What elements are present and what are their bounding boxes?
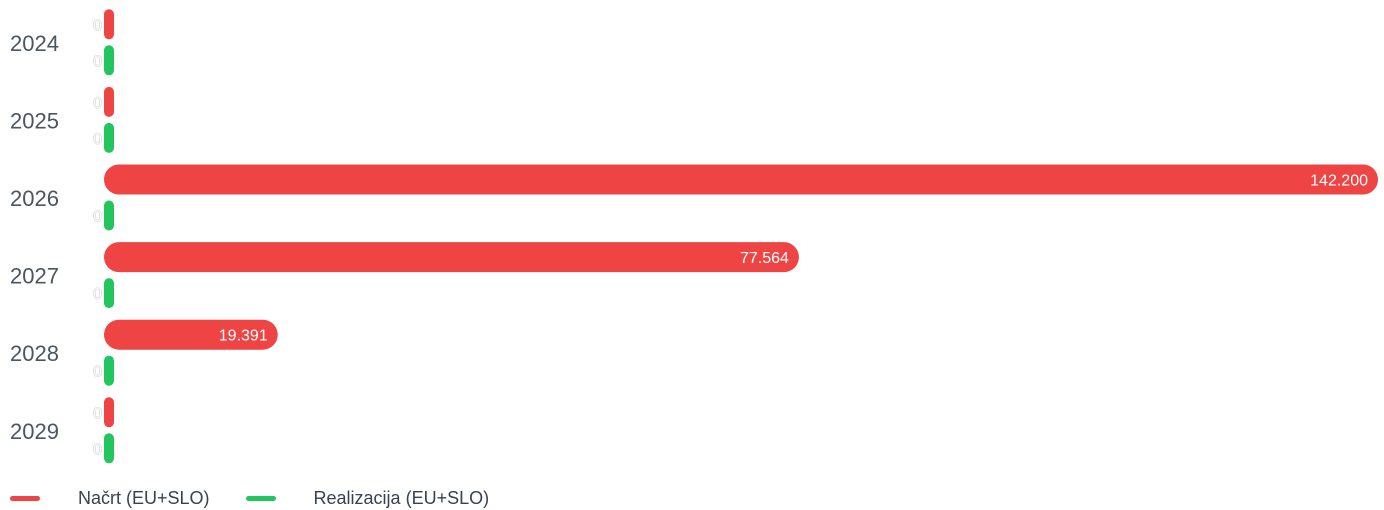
legend-item-nacrt[interactable]: Načrt (EU+SLO)	[10, 488, 210, 509]
y-tick-label-2027: 2027	[10, 264, 59, 289]
bar-nacrt-2024[interactable]	[104, 9, 114, 40]
bar-realizacija-2024[interactable]	[104, 45, 114, 76]
y-tick-label-2025: 2025	[10, 108, 59, 133]
data-label-nacrt-2024: 0	[93, 17, 102, 34]
bar-realizacija-2026[interactable]	[104, 200, 114, 231]
bar-nacrt-2025[interactable]	[104, 86, 114, 117]
legend-item-realizacija[interactable]: Realizacija (EU+SLO)	[245, 487, 490, 509]
legend-swatch-realizacija	[245, 495, 276, 501]
legend-label-nacrt: Načrt (EU+SLO)	[78, 487, 210, 508]
bar-realizacija-2027[interactable]	[104, 278, 114, 309]
data-label-nacrt-2025: 0	[93, 95, 102, 112]
bar-realizacija-2028[interactable]	[104, 355, 114, 386]
y-tick-label-2029: 2029	[10, 419, 59, 444]
data-label-realizacija-2028: 0	[93, 364, 102, 381]
y-tick-label-2028: 2028	[10, 341, 59, 366]
chart-legend: Načrt (EU+SLO) Realizacija (EU+SLO)	[10, 486, 525, 510]
data-label-nacrt-2029: 0	[93, 405, 102, 422]
data-label-realizacija-2027: 0	[93, 286, 102, 303]
bar-realizacija-2025[interactable]	[104, 122, 114, 153]
bar-realizacija-2029[interactable]	[104, 433, 114, 464]
y-tick-label-2024: 2024	[10, 31, 59, 56]
data-label-realizacija-2026: 0	[93, 209, 102, 226]
data-label-nacrt-2026: 142.200	[1310, 173, 1368, 190]
data-label-realizacija-2024: 0	[93, 53, 102, 70]
legend-swatch-nacrt	[10, 495, 40, 501]
bar-nacrt-2026[interactable]	[104, 164, 1378, 195]
y-tick-label-2026: 2026	[10, 186, 59, 211]
bar-nacrt-2029[interactable]	[104, 397, 114, 428]
data-label-realizacija-2029: 0	[93, 441, 102, 458]
data-label-nacrt-2027: 77.564	[740, 250, 789, 267]
data-label-nacrt-2028: 19.391	[219, 328, 268, 345]
bar-chart: 2024 0 0 2025 0 0 2026 142.200 0 2027 77.564 0 2028 1…	[10, 9, 1378, 464]
bar-nacrt-2027[interactable]	[104, 242, 799, 273]
data-label-realizacija-2025: 0	[93, 131, 102, 148]
bar-nacrt-2028[interactable]	[104, 319, 278, 350]
legend-label-realizacija: Realizacija (EU+SLO)	[313, 487, 490, 508]
